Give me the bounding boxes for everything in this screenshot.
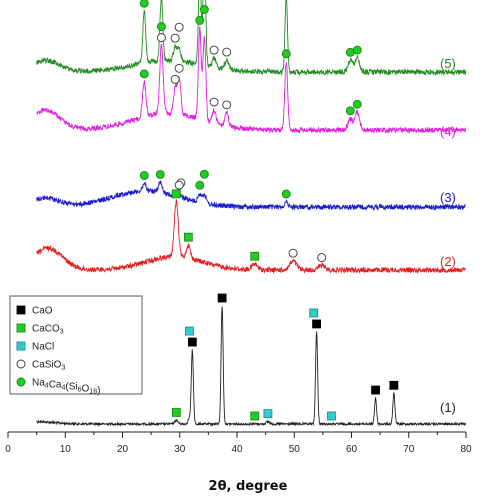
- marker-CaCO3: [183, 232, 193, 242]
- trace-label-5: (5): [440, 56, 456, 71]
- legend-label-CaO: CaO: [32, 306, 53, 317]
- marker-NaCaSi: [156, 22, 166, 32]
- marker-NaCl: [263, 409, 273, 419]
- legend-text-part: Ca: [49, 380, 62, 391]
- marker-NaCl: [327, 411, 336, 421]
- legend-text-part: CaO: [32, 306, 53, 317]
- marker-NaCaSi: [352, 99, 362, 109]
- x-tick-label: 50: [289, 444, 301, 455]
- x-axis: 0 10 20 30 40 50 60 70 80: [5, 431, 472, 455]
- marker-CaCO3: [250, 251, 260, 261]
- marker-CaSiO3: [156, 33, 166, 43]
- marker-CaO: [187, 337, 197, 347]
- x-tick-label: 60: [346, 444, 358, 455]
- marker-CaO: [217, 293, 227, 303]
- x-tick-label: 0: [5, 444, 11, 455]
- legend-label-NaCl: NaCl: [32, 342, 54, 353]
- x-tick-label: 10: [60, 444, 72, 455]
- legend-symbol-NaCaSi: [16, 377, 26, 387]
- marker-NaCaSi: [195, 16, 205, 25]
- trace-2: [36, 199, 466, 275]
- marker-CaCO3: [171, 189, 181, 199]
- marker-NaCaSi: [155, 169, 165, 179]
- marker-CaO: [389, 380, 399, 390]
- legend-symbol-CaO: [16, 305, 26, 315]
- traces-layer: (1) (2) (3) (4) (5): [36, 0, 467, 427]
- legend-subscript: 4: [62, 385, 66, 392]
- legend-symbol-NaCl: [16, 341, 26, 351]
- legend-subscript: 4: [45, 383, 49, 390]
- marker-CaSiO3: [222, 100, 232, 110]
- legend-subscript: 3: [60, 329, 64, 336]
- trace-4: [36, 26, 467, 135]
- trace-label-1: (1): [440, 400, 456, 415]
- legend-text-part: NaCl: [32, 342, 54, 353]
- marker-CaSiO3: [222, 47, 232, 57]
- marker-NaCaSi: [352, 45, 362, 55]
- marker-NaCl: [309, 308, 319, 318]
- legend-subscript: 18: [89, 389, 97, 396]
- x-axis-title: 2θ, degree: [209, 479, 288, 494]
- legend-text-part: Na: [32, 378, 45, 389]
- trace-label-4: (4): [440, 124, 456, 139]
- marker-NaCaSi: [139, 171, 149, 180]
- marker-CaSiO3: [288, 248, 298, 258]
- legend-subscript: 3: [61, 365, 65, 372]
- legend-label-CaCO3: CaCO3: [32, 324, 64, 336]
- legend-text-part: ): [97, 386, 100, 397]
- x-tick-label: 70: [403, 444, 415, 455]
- marker-NaCl: [185, 326, 194, 336]
- legend-text-part: CaCO: [32, 324, 60, 335]
- marker-CaCO3: [250, 411, 260, 421]
- legend-text-part: CaSiO: [32, 360, 62, 371]
- marker-NaCaSi: [345, 106, 355, 116]
- marker-CaCO3: [171, 408, 181, 417]
- marker-CaSiO3: [170, 33, 180, 43]
- trace-5: [36, 0, 467, 77]
- trace-3: [36, 180, 466, 211]
- marker-CaO: [371, 385, 380, 395]
- legend-box: [9, 295, 143, 395]
- legend-text-part: O: [82, 384, 90, 395]
- legend-symbol-CaCO3: [16, 323, 26, 333]
- marker-CaSiO3: [209, 97, 219, 107]
- marker-NaCaSi: [199, 5, 209, 14]
- trace-label-3: (3): [440, 190, 456, 205]
- marker-NaCaSi: [199, 169, 209, 179]
- x-tick-label: 20: [117, 444, 129, 455]
- marker-CaO: [312, 319, 321, 329]
- trace-label-2: (2): [440, 254, 456, 269]
- marker-NaCaSi: [281, 189, 291, 199]
- marker-CaSiO3: [317, 253, 327, 263]
- marker-CaSiO3: [209, 45, 219, 55]
- x-tick-label: 80: [460, 444, 472, 455]
- marker-CaSiO3: [174, 63, 184, 73]
- markers-layer: [139, 0, 399, 421]
- legend-symbol-CaSiO3: [16, 359, 26, 369]
- marker-CaSiO3: [174, 180, 184, 190]
- marker-CaSiO3: [170, 74, 180, 84]
- legend-text-part: (Si: [65, 382, 77, 393]
- x-tick-label: 40: [231, 444, 243, 455]
- marker-CaSiO3: [174, 22, 184, 32]
- marker-NaCaSi: [139, 0, 149, 8]
- marker-NaCaSi: [281, 49, 291, 59]
- marker-NaCaSi: [139, 69, 149, 79]
- marker-NaCaSi: [195, 180, 205, 190]
- legend-label-NaCaSi: Na4Ca4(Si6O18): [32, 378, 100, 397]
- legend-label-CaSiO3: CaSiO3: [32, 360, 65, 372]
- x-tick-label: 30: [174, 444, 186, 455]
- legend-subscript: 6: [78, 387, 82, 394]
- trace-1: [36, 306, 467, 427]
